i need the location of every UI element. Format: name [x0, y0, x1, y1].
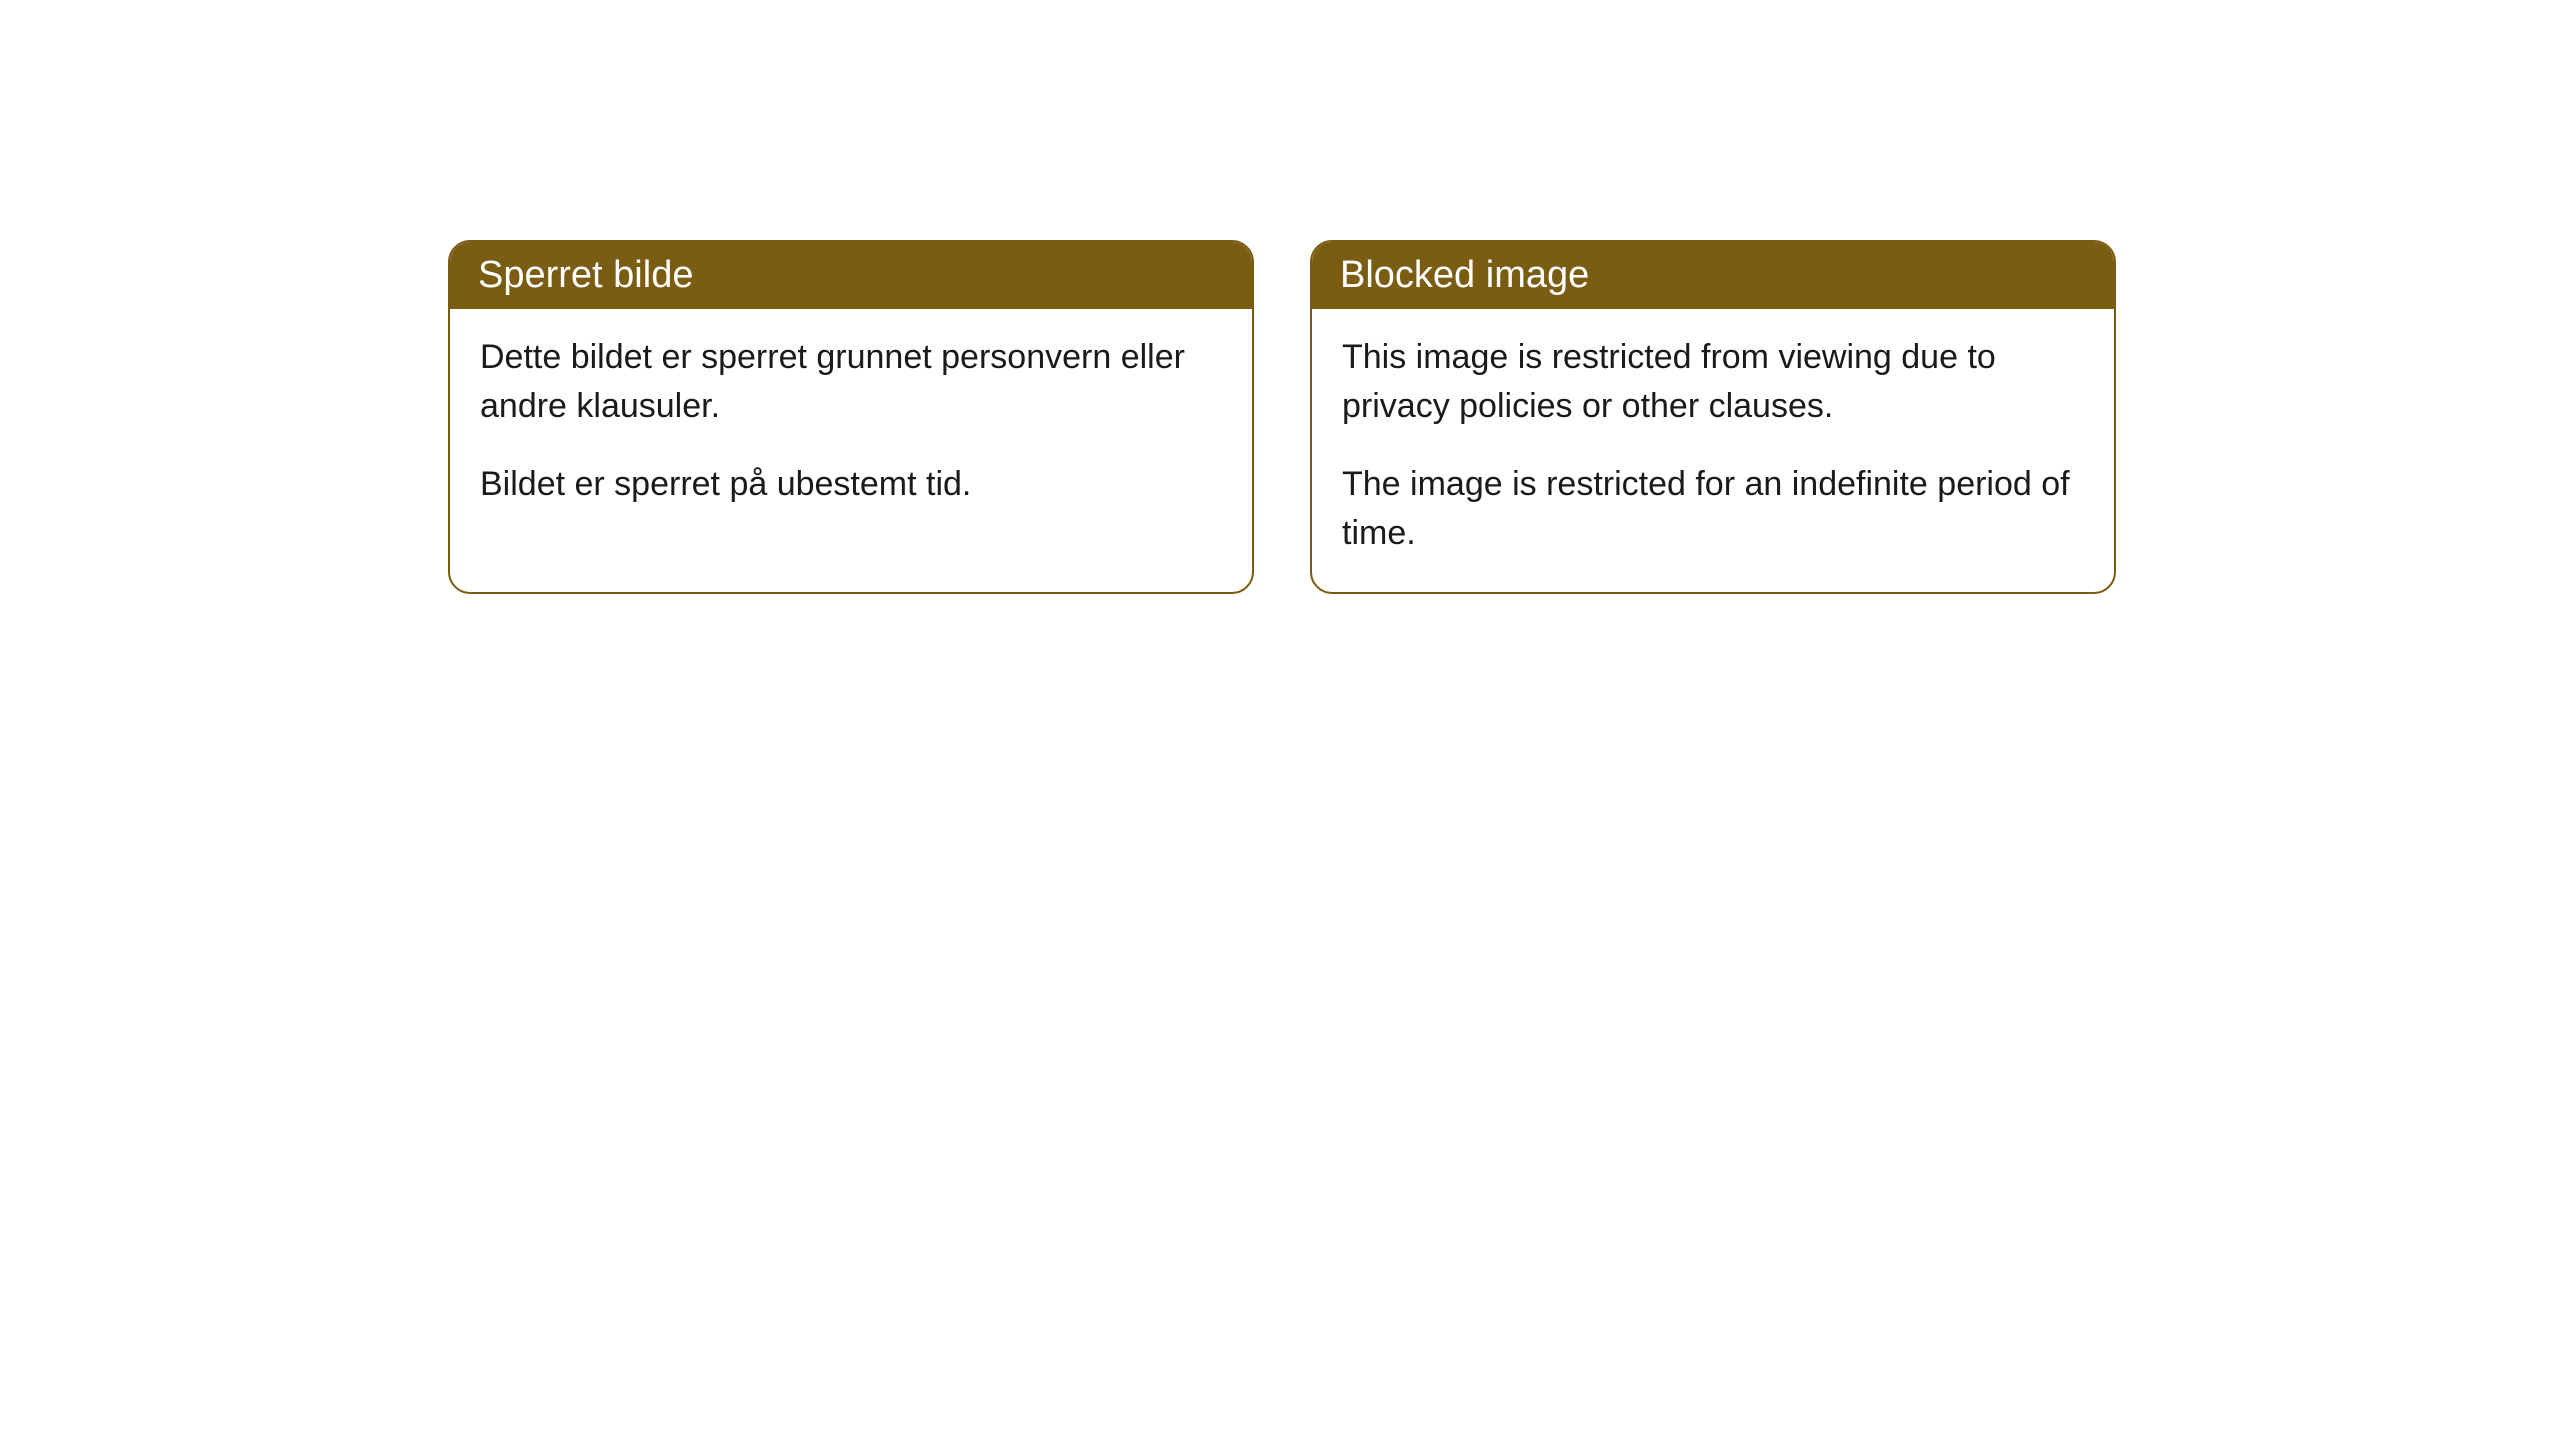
card-paragraph: Dette bildet er sperret grunnet personve… [480, 333, 1222, 432]
card-paragraph: The image is restricted for an indefinit… [1342, 460, 2084, 559]
notice-cards-container: Sperret bilde Dette bildet er sperret gr… [0, 0, 2560, 594]
blocked-image-card-norwegian: Sperret bilde Dette bildet er sperret gr… [448, 240, 1254, 594]
card-title: Blocked image [1340, 254, 1589, 296]
card-paragraph: Bildet er sperret på ubestemt tid. [480, 460, 1222, 509]
card-title: Sperret bilde [478, 254, 693, 296]
card-header-english: Blocked image [1312, 242, 2114, 309]
card-paragraph: This image is restricted from viewing du… [1342, 333, 2084, 432]
card-body-english: This image is restricted from viewing du… [1312, 309, 2114, 592]
card-header-norwegian: Sperret bilde [450, 242, 1252, 309]
blocked-image-card-english: Blocked image This image is restricted f… [1310, 240, 2116, 594]
card-body-norwegian: Dette bildet er sperret grunnet personve… [450, 309, 1252, 543]
